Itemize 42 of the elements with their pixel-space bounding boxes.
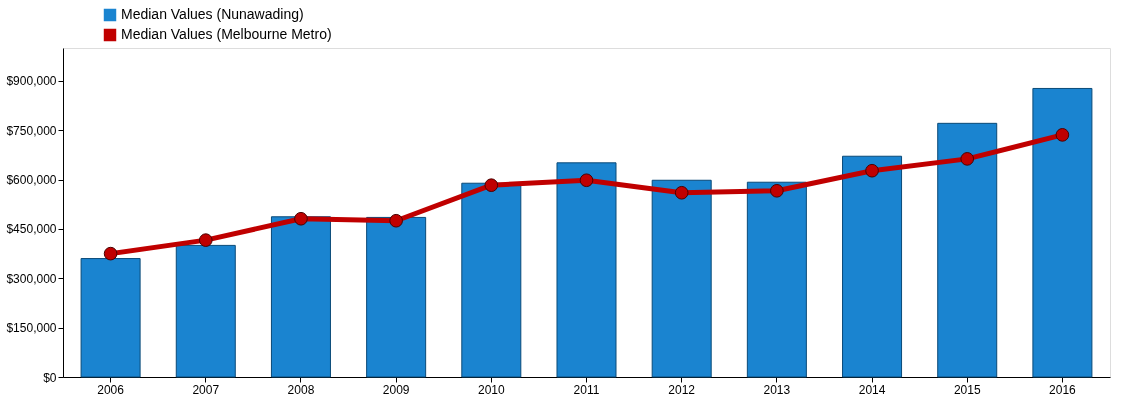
y-tick-label: $600,000 xyxy=(6,173,57,188)
x-tick-label: 2012 xyxy=(668,382,696,397)
x-tick-label: 2014 xyxy=(858,382,886,397)
bar xyxy=(80,258,141,378)
y-tick-label: $150,000 xyxy=(6,321,57,336)
bar xyxy=(842,155,903,378)
point xyxy=(294,211,308,226)
y-tick-label: $0 xyxy=(43,370,57,385)
bar xyxy=(1032,87,1093,378)
point xyxy=(770,183,784,198)
bar xyxy=(270,216,331,378)
x-tick-label: 2015 xyxy=(953,382,981,397)
x-tick-label: 2006 xyxy=(97,382,125,397)
bar xyxy=(461,182,522,378)
bar xyxy=(556,162,617,378)
x-tick-label: 2008 xyxy=(287,382,315,397)
point xyxy=(674,185,689,200)
bar xyxy=(366,216,427,378)
x-tick-label: 2007 xyxy=(192,382,220,397)
bar xyxy=(746,181,807,378)
x-tick-label: 2011 xyxy=(573,382,600,397)
bar xyxy=(175,244,236,378)
y-tick-label: $750,000 xyxy=(6,123,57,138)
point xyxy=(198,233,213,247)
point xyxy=(484,178,499,193)
point xyxy=(865,163,879,178)
legend-label: Median Values (Nunawading) xyxy=(121,6,304,22)
point xyxy=(389,213,403,228)
y-tick-label: $900,000 xyxy=(6,74,57,89)
x-tick-label: 2009 xyxy=(382,382,410,397)
point xyxy=(960,152,975,166)
point xyxy=(1055,128,1070,142)
legend-label: Median Values (Melbourne Metro) xyxy=(121,26,332,42)
y-tick-label: $450,000 xyxy=(6,222,57,237)
x-tick-label: 2016 xyxy=(1049,382,1077,397)
y-tick-label: $300,000 xyxy=(6,271,57,286)
x-tick-label: 2010 xyxy=(477,382,505,397)
bar xyxy=(651,179,712,378)
point xyxy=(579,173,594,188)
point xyxy=(103,246,118,261)
x-tick-label: 2013 xyxy=(763,382,791,397)
bar xyxy=(937,122,998,378)
